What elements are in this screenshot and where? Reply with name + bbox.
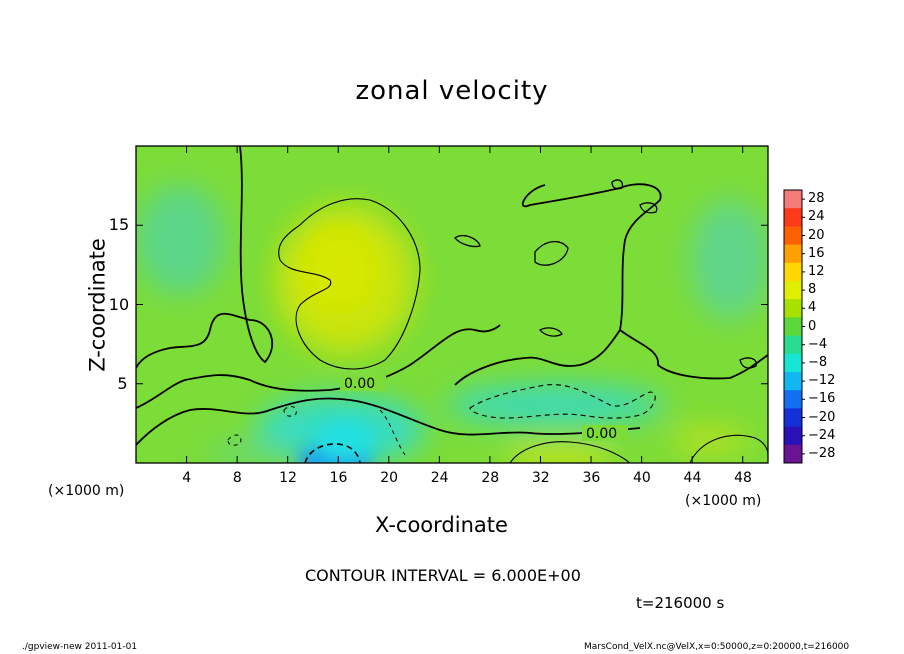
contour-label-bg-2	[582, 425, 628, 441]
colorbar-cell	[784, 281, 802, 300]
x-tick-label: 40	[633, 470, 651, 486]
colorbar-label: −12	[808, 373, 836, 389]
y-axis-label: Z-coordinate	[85, 238, 110, 372]
x-unit-label-left: (×1000 m)	[48, 483, 125, 499]
colorbar-cell	[784, 390, 802, 409]
x-tick-label: 32	[531, 470, 550, 486]
x-tick-label: 16	[329, 470, 348, 486]
contour-small-5	[639, 202, 658, 214]
field-cyan-right	[690, 200, 768, 320]
contour-zero-lower	[136, 397, 641, 446]
colorbar-cell	[784, 408, 802, 428]
colorbar-cell	[784, 226, 802, 246]
contours	[136, 146, 768, 463]
contour-small-6	[283, 406, 297, 417]
colorbar-label: 12	[808, 263, 825, 279]
field-green-right-bottom	[205, 443, 295, 463]
contour-zero-right	[454, 183, 662, 386]
colorbar-label: −24	[808, 427, 836, 443]
field-yellow-bottom	[505, 444, 615, 463]
colorbar-label: −4	[808, 336, 828, 352]
x-tick-label: 28	[481, 470, 500, 486]
colorbar-label: 8	[808, 282, 817, 298]
contour-small-2	[534, 241, 569, 266]
colorbar-cell	[784, 262, 802, 282]
contour-positive-bottom	[509, 441, 631, 463]
x-tick-label: 4	[182, 470, 192, 486]
contour-zero-right-tail	[619, 329, 768, 380]
colorbar-label: 16	[808, 245, 825, 261]
contour-zero-mid	[136, 324, 501, 409]
x-tick-label: 12	[279, 470, 297, 486]
x-tick-label: 20	[380, 470, 399, 486]
contour-negative-band	[469, 384, 656, 419]
contour-small-3	[538, 327, 563, 337]
colorbar-label: 20	[808, 227, 825, 243]
colorbar-label: −8	[808, 354, 828, 370]
colorbar-label: 4	[808, 300, 817, 316]
field-cyan-left	[136, 185, 225, 295]
colorbar-label: −16	[808, 391, 836, 407]
contour-zero-upper-left	[136, 146, 274, 369]
contour-positive-core	[278, 198, 421, 370]
contour-label-backgrounds	[340, 375, 628, 441]
colorbar	[783, 189, 805, 464]
colorbar-cell	[784, 426, 802, 446]
contour-interval-text: CONTOUR INTERVAL = 6.000E+00	[305, 566, 581, 585]
colorbar-cell	[784, 317, 802, 337]
colorbar-cell	[784, 244, 802, 264]
footer-left: ./gpview-new 2011-01-01	[22, 642, 138, 652]
x-tick-label: 44	[683, 470, 702, 486]
colorbar-cell	[784, 335, 802, 355]
heatmap-field	[136, 146, 768, 463]
contour-label-1: 0.00	[344, 376, 376, 392]
x-axis-label: X-coordinate	[375, 513, 508, 537]
contour-small-7	[227, 434, 242, 446]
field-yellow-core-inner	[300, 225, 380, 315]
colorbar-cell	[784, 444, 802, 464]
x-unit-label-right: (×1000 m)	[685, 493, 762, 509]
field-cyan-core	[315, 420, 375, 460]
x-tick-marks	[186, 146, 744, 463]
field-cyan-band	[445, 383, 665, 427]
x-tick-label: 48	[734, 470, 752, 486]
contour-positive-right	[689, 434, 768, 463]
x-tick-label: 36	[582, 470, 601, 486]
contour-label-bg-1	[340, 375, 386, 391]
colorbar-cell	[784, 190, 802, 209]
contour-negative-left	[379, 409, 406, 456]
colorbar-label: 24	[808, 209, 825, 225]
colorbar-label: −20	[808, 409, 836, 425]
contour-small-1	[454, 234, 481, 248]
chart-title: zonal velocity	[355, 76, 549, 106]
y-tick-marks	[136, 224, 768, 385]
field-background	[136, 146, 768, 463]
field-yellow-right	[670, 424, 750, 456]
contour-small-4	[611, 179, 624, 190]
time-label: t=216000 s	[636, 594, 725, 612]
y-tick-label: 15	[108, 215, 130, 235]
colorbar-cell	[784, 299, 802, 318]
y-tick-label: 5	[117, 373, 128, 393]
colorbar-label: −28	[808, 445, 836, 461]
contour-negative-core	[304, 443, 361, 463]
colorbar-cell	[784, 372, 802, 391]
contour-small-8	[739, 357, 757, 369]
colorbar-label: 28	[808, 191, 825, 207]
contour-label-2: 0.00	[586, 426, 618, 442]
footer-right: MarsCond_VelX.nc@VelX,x=0:50000,z=0:2000…	[584, 642, 850, 652]
colorbar-label: 0	[808, 318, 817, 334]
x-tick-label: 8	[232, 470, 242, 486]
colorbar-cell	[784, 353, 802, 373]
x-tick-label: 24	[430, 470, 449, 486]
y-tick-label: 10	[108, 294, 130, 314]
colorbar-cell	[784, 208, 802, 227]
